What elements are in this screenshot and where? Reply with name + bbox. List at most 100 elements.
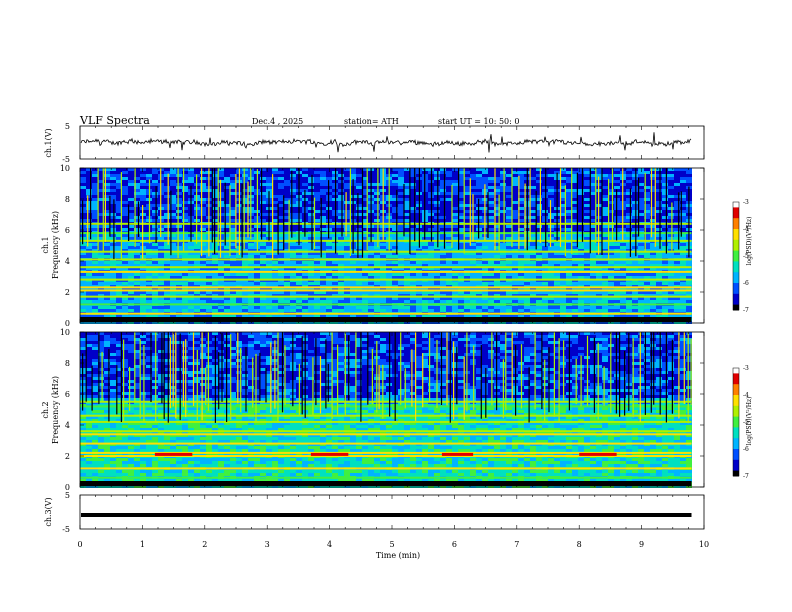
- spectrogram-cell: [176, 234, 182, 237]
- spectrogram-cell: [188, 180, 194, 183]
- spectrogram-cell: [194, 309, 200, 312]
- spectrogram-cell: [512, 177, 518, 180]
- spectrogram-cell: [500, 309, 506, 312]
- spectrogram-cell: [632, 255, 638, 258]
- spectrogram-cell: [674, 177, 680, 180]
- spectrogram-cell: [452, 282, 458, 285]
- spectrogram-cell: [200, 264, 206, 267]
- spectrogram-cell: [656, 297, 662, 300]
- spectrogram-cell: [146, 174, 152, 177]
- spectrogram-cell: [410, 192, 416, 195]
- spectrogram-cell: [386, 309, 392, 312]
- spectrogram-cell: [656, 294, 662, 297]
- spectrogram-cell: [170, 267, 176, 270]
- spectrogram-cell: [98, 234, 104, 237]
- spectrogram-cell: [392, 246, 398, 249]
- spectrogram-cell: [92, 198, 98, 201]
- spectrogram-cell: [224, 282, 230, 285]
- spectrogram-cell: [122, 297, 128, 300]
- spectrogram-cell: [626, 306, 632, 309]
- spectrogram-cell: [584, 282, 590, 285]
- spectrogram-cell: [458, 210, 464, 213]
- spectrogram-cell: [164, 216, 170, 219]
- spectrogram-cell: [530, 300, 536, 303]
- spectrogram-cell: [260, 180, 266, 183]
- spectrogram-cell: [626, 174, 632, 177]
- spectrogram-cell: [458, 180, 464, 183]
- spectrogram-cell: [530, 261, 536, 264]
- spectrogram-cell: [128, 216, 134, 219]
- spectrogram-cell: [338, 243, 344, 246]
- spectrogram-cell: [110, 198, 116, 201]
- spectrogram-cell: [122, 282, 128, 285]
- spectrogram-cell: [452, 168, 458, 171]
- spectrogram-cell: [488, 216, 494, 219]
- spectrogram-cell: [500, 180, 506, 183]
- spectrogram-cell: [452, 204, 458, 207]
- spectrogram-cell: [308, 192, 314, 195]
- spectrogram-cell: [164, 282, 170, 285]
- spectrogram-cell: [440, 291, 446, 294]
- spectrogram-cell: [290, 276, 296, 279]
- spectrogram-cell: [542, 243, 548, 246]
- spectrogram-cell: [296, 309, 302, 312]
- spectrogram-cell: [296, 264, 302, 267]
- spectrogram-cell: [98, 306, 104, 309]
- spectrogram-cell: [176, 228, 182, 231]
- spectrogram-cell: [194, 300, 200, 303]
- spectrogram-cell: [224, 192, 230, 195]
- spectrogram-cell: [542, 246, 548, 249]
- spectrogram-cell: [590, 273, 596, 276]
- spectrogram-cell: [458, 237, 464, 240]
- spectrogram-cell: [218, 174, 224, 177]
- spectrogram-cell: [290, 228, 296, 231]
- spectrogram-cell: [638, 228, 644, 231]
- spectrogram-cell: [488, 207, 494, 210]
- spectrogram-cell: [602, 210, 608, 213]
- spectrogram-cell: [554, 249, 560, 252]
- spectrogram-cell: [536, 261, 542, 264]
- spectrogram-cell: [98, 171, 104, 174]
- spectrogram-cell: [362, 186, 368, 189]
- spectrogram-cell: [662, 249, 668, 252]
- spectrogram-cell: [584, 294, 590, 297]
- spectrogram-cell: [128, 213, 134, 216]
- spectrogram-cell: [212, 291, 218, 294]
- spectrogram-cell: [308, 282, 314, 285]
- spectrogram-cell: [152, 213, 158, 216]
- spectrogram-cell: [194, 276, 200, 279]
- spectrogram-cell: [590, 171, 596, 174]
- spectrogram-cell: [344, 201, 350, 204]
- spectrogram-cell: [278, 282, 284, 285]
- spectrogram-cell: [488, 219, 494, 222]
- spectrogram-cell: [536, 276, 542, 279]
- spectrogram-cell: [668, 210, 674, 213]
- spectrogram-cell: [428, 297, 434, 300]
- spectrogram-cell: [446, 189, 452, 192]
- spectrogram-cell: [92, 306, 98, 309]
- spectrogram-cell: [482, 306, 488, 309]
- spectrogram-cell: [308, 255, 314, 258]
- spectrogram-cell: [530, 180, 536, 183]
- spectrogram-cell: [566, 237, 572, 240]
- spectrogram-cell: [182, 192, 188, 195]
- spectrogram-cell: [404, 177, 410, 180]
- spectrogram-cell: [668, 216, 674, 219]
- spectrogram-cell: [224, 264, 230, 267]
- spectrogram-cell: [194, 249, 200, 252]
- spectrogram-cell: [356, 225, 362, 228]
- spectrogram-cell: [362, 195, 368, 198]
- spectrogram-cell: [464, 204, 470, 207]
- spectrogram-cell: [452, 174, 458, 177]
- spectrogram-cell: [380, 300, 386, 303]
- spectrogram-cell: [290, 180, 296, 183]
- spectrogram-cell: [182, 180, 188, 183]
- spectrogram-cell: [584, 291, 590, 294]
- spectrogram-cell: [458, 216, 464, 219]
- spectrogram-cell: [548, 168, 554, 171]
- spectrogram-cell: [656, 219, 662, 222]
- spectrogram-cell: [188, 267, 194, 270]
- spectrogram-cell: [614, 243, 620, 246]
- spectrogram-cell: [128, 219, 134, 222]
- spectrogram-cell: [296, 267, 302, 270]
